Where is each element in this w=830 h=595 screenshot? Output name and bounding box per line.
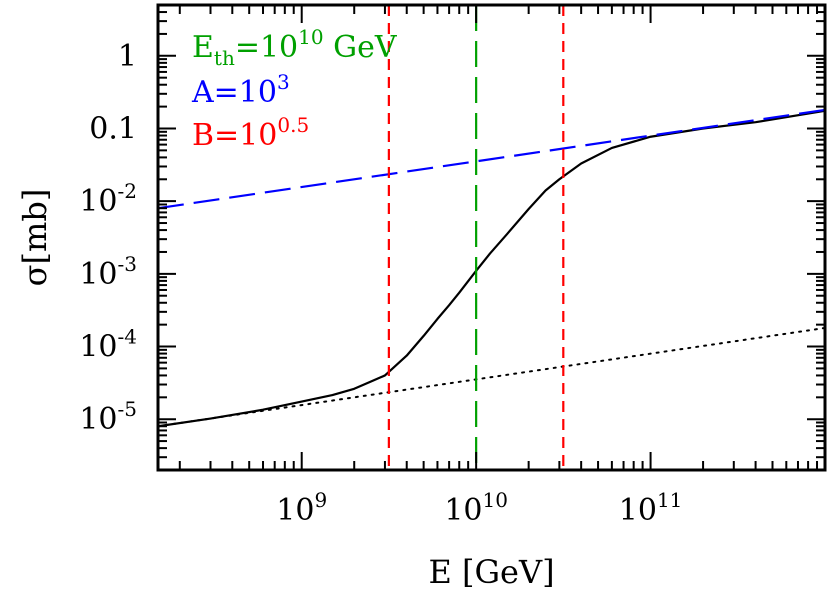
series-layer [157,108,826,428]
series-line-long-dashed [157,108,826,210]
y-tick-label: 10-5 [79,397,137,437]
series-line-dotted [157,326,826,428]
y-tick-label: 10-2 [79,179,137,219]
vertical-lines-layer [387,5,565,470]
legend-entry: Eth=1010 GeV [192,25,398,70]
y-tick-label: 0.1 [89,111,137,146]
plot-frame [156,3,827,472]
y-tick-label: 10-4 [79,325,137,365]
x-tick-label: 1010 [444,488,508,528]
y-tick-label: 10-3 [79,252,137,292]
legend-entry: A=103 [191,70,290,110]
tick-labels-layer: 109 1010 1011 10-5 10-4 10-3 10-2 0.1 1 [79,39,682,528]
x-tick-label: 1011 [619,488,683,528]
y-tick-label: 1 [118,39,137,74]
x-axis-title: E [GeV] [428,553,554,591]
y-axis-title: σ[mb] [16,189,54,287]
series-line-solid [157,109,826,428]
legend-entry: B=100.5 [192,113,309,153]
x-tick-label: 109 [276,488,327,528]
